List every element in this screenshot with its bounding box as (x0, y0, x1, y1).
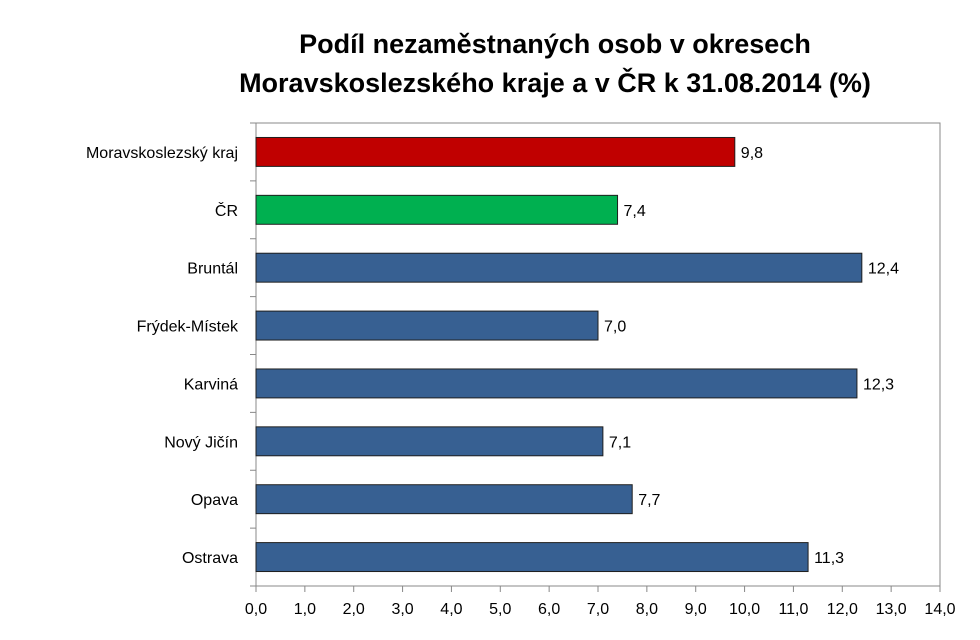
x-tick-label: 11,0 (778, 601, 808, 618)
x-tick-label: 8,0 (636, 601, 658, 618)
x-tick-label: 7,0 (587, 601, 609, 618)
x-tick-label: 12,0 (827, 601, 858, 618)
category-label: Opava (191, 492, 238, 509)
category-label: Karviná (184, 376, 238, 393)
x-tick-label: 0,0 (245, 601, 267, 618)
category-label: Ostrava (182, 550, 238, 567)
x-tick-label: 14,0 (924, 601, 955, 618)
bar (255, 368, 858, 399)
x-tick-label: 10,0 (729, 601, 760, 618)
x-tick-label: 3,0 (391, 601, 413, 618)
x-tick-label: 1,0 (294, 601, 316, 618)
plot-area (255, 122, 941, 587)
category-label: Nový Jičín (164, 434, 238, 451)
x-axis: 0,0 1,0 2,0 3,0 4,0 5,0 6,0 7,0 8,0 9,0 10,0 11,0 12… (245, 122, 956, 618)
bar (255, 310, 599, 341)
category-labels: Moravskoslezský kraj ČR Bruntál Frýdek-Míst… (86, 145, 239, 567)
bar (255, 252, 863, 283)
data-label: 12,3 (863, 376, 894, 393)
x-tick-label: 13,0 (876, 601, 907, 618)
x-tick-label: 5,0 (489, 601, 511, 618)
category-label: Bruntál (187, 261, 238, 278)
bar (255, 542, 809, 573)
bar (255, 194, 619, 225)
data-label: 9,8 (741, 145, 763, 162)
data-label: 7,1 (609, 434, 631, 451)
data-label: 7,7 (638, 492, 660, 509)
chart-title-line-1: Podíl nezaměstnaných osob v okresech (299, 29, 811, 59)
bars-group: 9,8 7,4 12,4 7,0 12,3 7,1 7,7 11,3 (255, 136, 899, 573)
bar (255, 136, 736, 167)
data-label: 7,0 (604, 319, 626, 336)
x-tick-label: 9,0 (685, 601, 707, 618)
chart-title-line-2: Moravskoslezského kraje a v ČR k 31.08.2… (239, 67, 871, 98)
x-tick-label: 2,0 (343, 601, 365, 618)
data-label: 7,4 (624, 203, 646, 220)
data-label: 11,3 (814, 550, 844, 567)
data-label: 12,4 (868, 261, 899, 278)
bar (255, 484, 633, 515)
x-tick-label: 6,0 (538, 601, 560, 618)
category-label: Moravskoslezský kraj (86, 145, 238, 162)
x-tick-label: 4,0 (440, 601, 462, 618)
category-label: ČR (215, 201, 238, 220)
category-label: Frýdek-Místek (137, 319, 239, 336)
bar (255, 426, 604, 457)
